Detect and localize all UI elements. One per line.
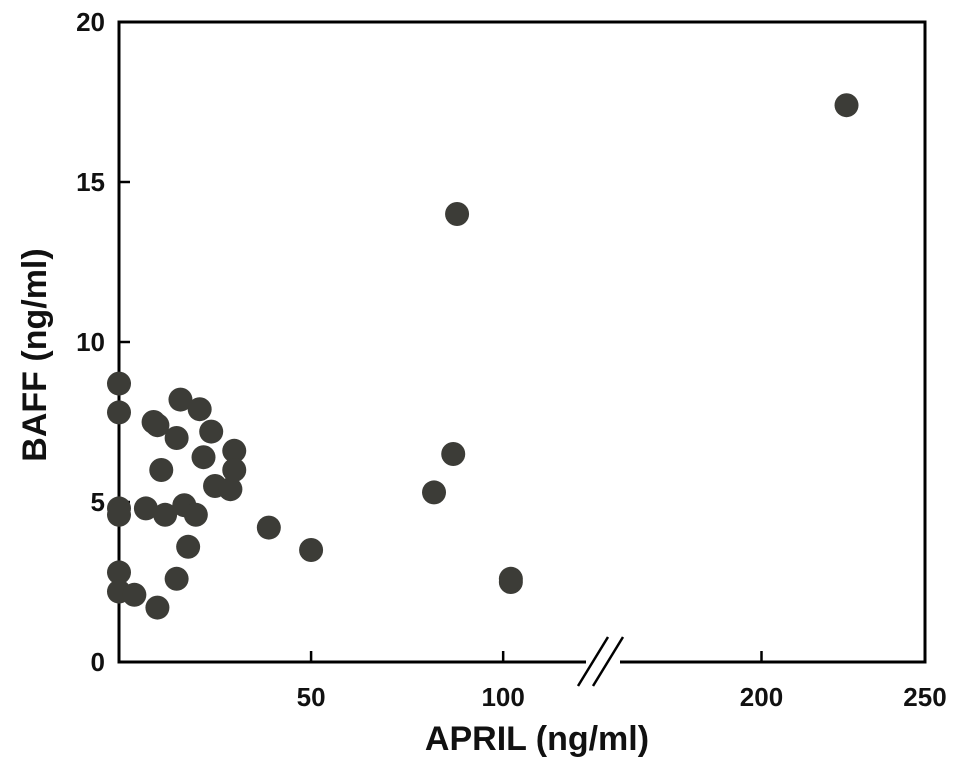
data-point	[133, 496, 158, 521]
data-point	[222, 458, 247, 482]
x-tick-label: 250	[903, 682, 946, 712]
data-point	[122, 582, 147, 607]
data-point	[256, 515, 281, 540]
y-tick-label: 20	[76, 7, 105, 37]
data-point	[191, 445, 216, 470]
data-point	[153, 502, 178, 527]
data-point	[145, 413, 170, 438]
data-point	[199, 419, 224, 444]
data-point	[498, 566, 523, 591]
data-point	[107, 371, 131, 396]
data-point	[168, 387, 193, 412]
x-axis-ticks: 50 100 200 250	[297, 651, 947, 712]
data-point	[164, 426, 189, 450]
data-point	[299, 538, 324, 562]
data-point	[183, 502, 208, 527]
data-point	[422, 480, 447, 505]
y-tick-label: 0	[91, 647, 105, 677]
y-axis-title: BAFF (ng/ml)	[16, 248, 54, 461]
data-point	[218, 477, 243, 502]
data-point	[445, 202, 470, 226]
data-point	[149, 458, 174, 482]
y-tick-label: 5	[91, 487, 105, 517]
data-point	[176, 534, 201, 559]
plot-frame	[117, 20, 927, 664]
data-point	[441, 442, 466, 466]
data-points	[107, 93, 859, 620]
x-tick-label: 200	[740, 682, 783, 712]
data-point	[834, 93, 859, 118]
data-point	[222, 438, 247, 463]
data-point	[107, 400, 131, 425]
data-point	[107, 502, 131, 527]
data-point	[145, 595, 170, 620]
x-tick-label: 50	[297, 682, 326, 712]
data-point	[107, 560, 131, 585]
data-point	[164, 566, 189, 591]
x-tick-label: 100	[481, 682, 524, 712]
y-tick-label: 15	[76, 167, 105, 197]
x-axis-title: APRIL (ng/ml)	[425, 720, 649, 758]
y-tick-label: 10	[76, 327, 105, 357]
y-axis-ticks: 0 5 10 15 20	[76, 7, 130, 677]
data-point	[187, 397, 212, 422]
axis-break-marker	[576, 636, 625, 687]
